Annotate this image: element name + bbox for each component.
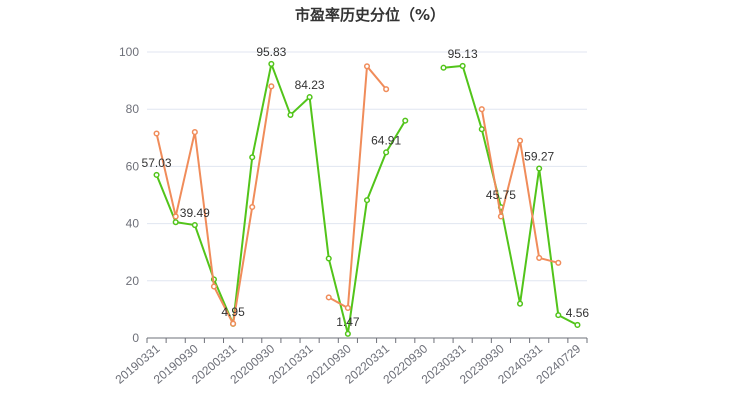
series-1-point[interactable] <box>555 259 562 266</box>
series-1-point[interactable] <box>249 203 256 211</box>
series-1-point[interactable] <box>325 294 332 301</box>
series-0-line <box>443 64 578 326</box>
series-1-point[interactable] <box>497 213 504 220</box>
y-tick-label: 100 <box>119 45 139 59</box>
series-1-point[interactable] <box>478 106 485 113</box>
data-label: 64.91 <box>371 133 401 147</box>
series-1-point[interactable] <box>153 130 160 137</box>
series-1-point[interactable] <box>268 83 275 90</box>
series-0-point[interactable] <box>153 171 160 178</box>
y-tick-label: 0 <box>132 331 139 345</box>
data-label: 95.13 <box>448 47 478 61</box>
series-0-point[interactable] <box>249 154 256 161</box>
series-1-point[interactable] <box>230 320 237 327</box>
series-0-point[interactable] <box>459 62 466 69</box>
y-tick-label: 80 <box>126 102 140 116</box>
series-0-point[interactable] <box>172 219 179 226</box>
series-0-point[interactable] <box>363 197 371 204</box>
y-tick-label: 40 <box>126 217 140 231</box>
data-label: 45.75 <box>486 188 516 202</box>
data-label: 95.83 <box>256 45 286 59</box>
grid-lines <box>147 51 587 282</box>
series-0-line <box>155 62 407 335</box>
y-tick-label: 20 <box>126 274 140 288</box>
data-labels: 57.03 39.49 4.95 95.83 84.23 1.47 64.91 95.13 45… <box>142 45 590 329</box>
series-lines <box>153 60 581 337</box>
data-label: 39.49 <box>180 206 210 220</box>
series-1-point[interactable] <box>210 283 218 290</box>
series-0-point[interactable] <box>344 330 351 337</box>
data-label: 4.95 <box>221 305 245 319</box>
data-label: 57.03 <box>142 156 172 170</box>
series-1-point[interactable] <box>191 129 198 136</box>
series-0-point[interactable] <box>191 222 198 229</box>
series-0-point[interactable] <box>478 126 485 133</box>
data-label: 59.27 <box>524 149 554 163</box>
series-1-point[interactable] <box>383 86 390 93</box>
series-1-point[interactable] <box>516 137 524 144</box>
series-0-point[interactable] <box>440 64 447 71</box>
series-1-line <box>328 65 387 309</box>
data-label: 84.23 <box>295 78 325 92</box>
series-0-point[interactable] <box>574 321 581 329</box>
series-0-point[interactable] <box>383 149 390 156</box>
series-1-point[interactable] <box>344 304 351 312</box>
series-0-point[interactable] <box>402 117 409 124</box>
series-0-point[interactable] <box>516 300 524 307</box>
series-1-point[interactable] <box>363 63 371 70</box>
series-1-point[interactable] <box>172 213 179 220</box>
data-label: 4.56 <box>566 306 590 320</box>
series-0-point[interactable] <box>268 60 275 67</box>
series-1-point[interactable] <box>536 254 543 261</box>
data-label: 1.47 <box>336 315 360 329</box>
y-tick-label: 60 <box>126 159 140 173</box>
series-0-point[interactable] <box>287 111 294 118</box>
series-0-point[interactable] <box>555 312 562 319</box>
series-0-point[interactable] <box>325 255 332 262</box>
series-1-line <box>480 109 559 264</box>
series-0-point[interactable] <box>306 94 313 101</box>
series-0-point[interactable] <box>536 165 543 172</box>
chart-title: 市盈率历史分位（%） <box>294 6 446 24</box>
